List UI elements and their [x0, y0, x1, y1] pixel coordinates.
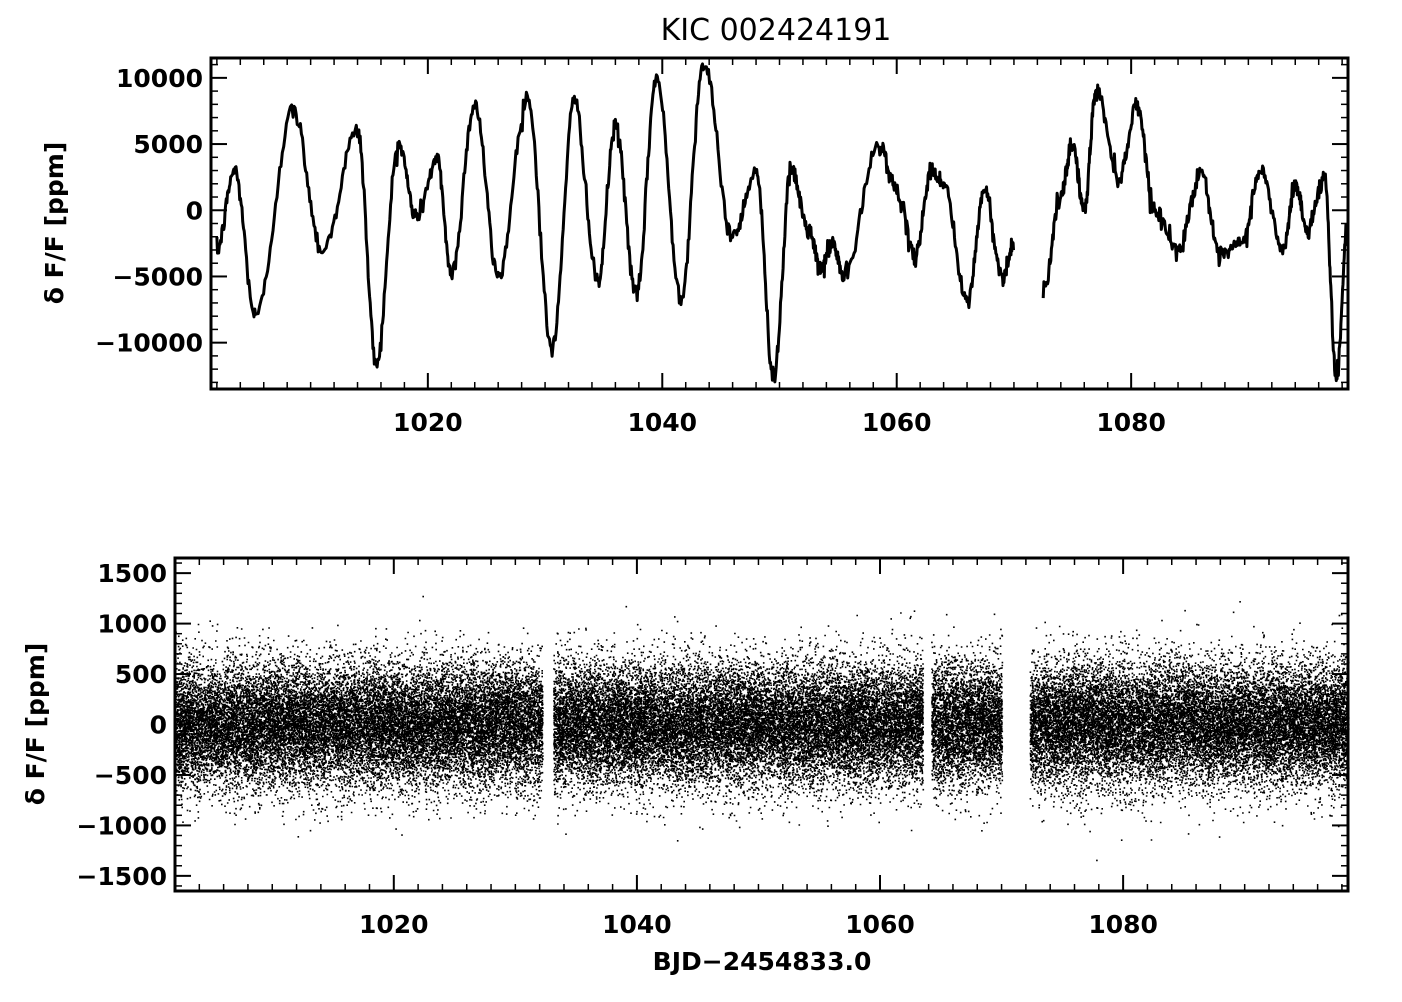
top-x-tick-label: 1080 [1096, 408, 1166, 437]
residual-scatter-segment-1 [175, 595, 544, 838]
chart-title: KIC 002424191 [661, 13, 892, 48]
top-x-tick-label: 1060 [862, 408, 932, 437]
residual-scatter-segment-4 [1029, 601, 1350, 862]
bottom-axis-ticks: 1020 1040 1060 1080 −1500 −1000 −500 0 500 1000 15… [76, 558, 1348, 939]
bottom-y-tick-label: −1500 [76, 862, 167, 891]
bottom-y-tick-label: 1500 [97, 559, 167, 588]
bottom-x-tick-label: 1040 [602, 910, 672, 939]
lightcurve-series-segment-1 [215, 62, 1015, 384]
residual-scatter-segment-2 [553, 605, 925, 842]
top-y-tick-label: 0 [186, 196, 203, 225]
bottom-y-tick-label: 0 [150, 711, 167, 740]
top-y-tick-label: 10000 [116, 64, 203, 93]
residual-scatter-segment-3 [931, 613, 1004, 832]
bottom-y-tick-label: 1000 [97, 610, 167, 639]
bottom-x-axis-label: BJD−2454833.0 [653, 947, 872, 976]
bottom-x-tick-label: 1060 [845, 910, 915, 939]
bottom-x-tick-label: 1020 [359, 910, 429, 939]
top-y-tick-label: −10000 [95, 329, 203, 358]
top-y-tick-label: 5000 [133, 130, 203, 159]
top-plot-data [215, 62, 1349, 384]
bottom-y-tick-label: 500 [115, 660, 167, 689]
bottom-y-tick-label: −500 [94, 761, 167, 790]
bottom-x-tick-label: 1080 [1088, 910, 1158, 939]
top-panel-lightcurve: 1020 1040 1060 1080 −10000 −5000 0 5000 10000 δ … [40, 56, 1350, 437]
top-axis-ticks: 1020 1040 1060 1080 −10000 −5000 0 5000 10000 [95, 58, 1348, 437]
bottom-plot-data [175, 595, 1350, 862]
bottom-panel-residuals: 1020 1040 1060 1080 −1500 −1000 −500 0 500 1000 15… [21, 556, 1350, 976]
lightcurve-series-segment-2 [1041, 83, 1349, 383]
bottom-y-tick-label: −1000 [76, 811, 167, 840]
bottom-y-axis-label: δ F/F [ppm] [21, 643, 50, 806]
top-y-axis-label: δ F/F [ppm] [40, 142, 69, 305]
top-y-tick-label: −5000 [112, 262, 203, 291]
top-x-tick-label: 1020 [393, 408, 463, 437]
top-x-tick-label: 1040 [627, 408, 697, 437]
